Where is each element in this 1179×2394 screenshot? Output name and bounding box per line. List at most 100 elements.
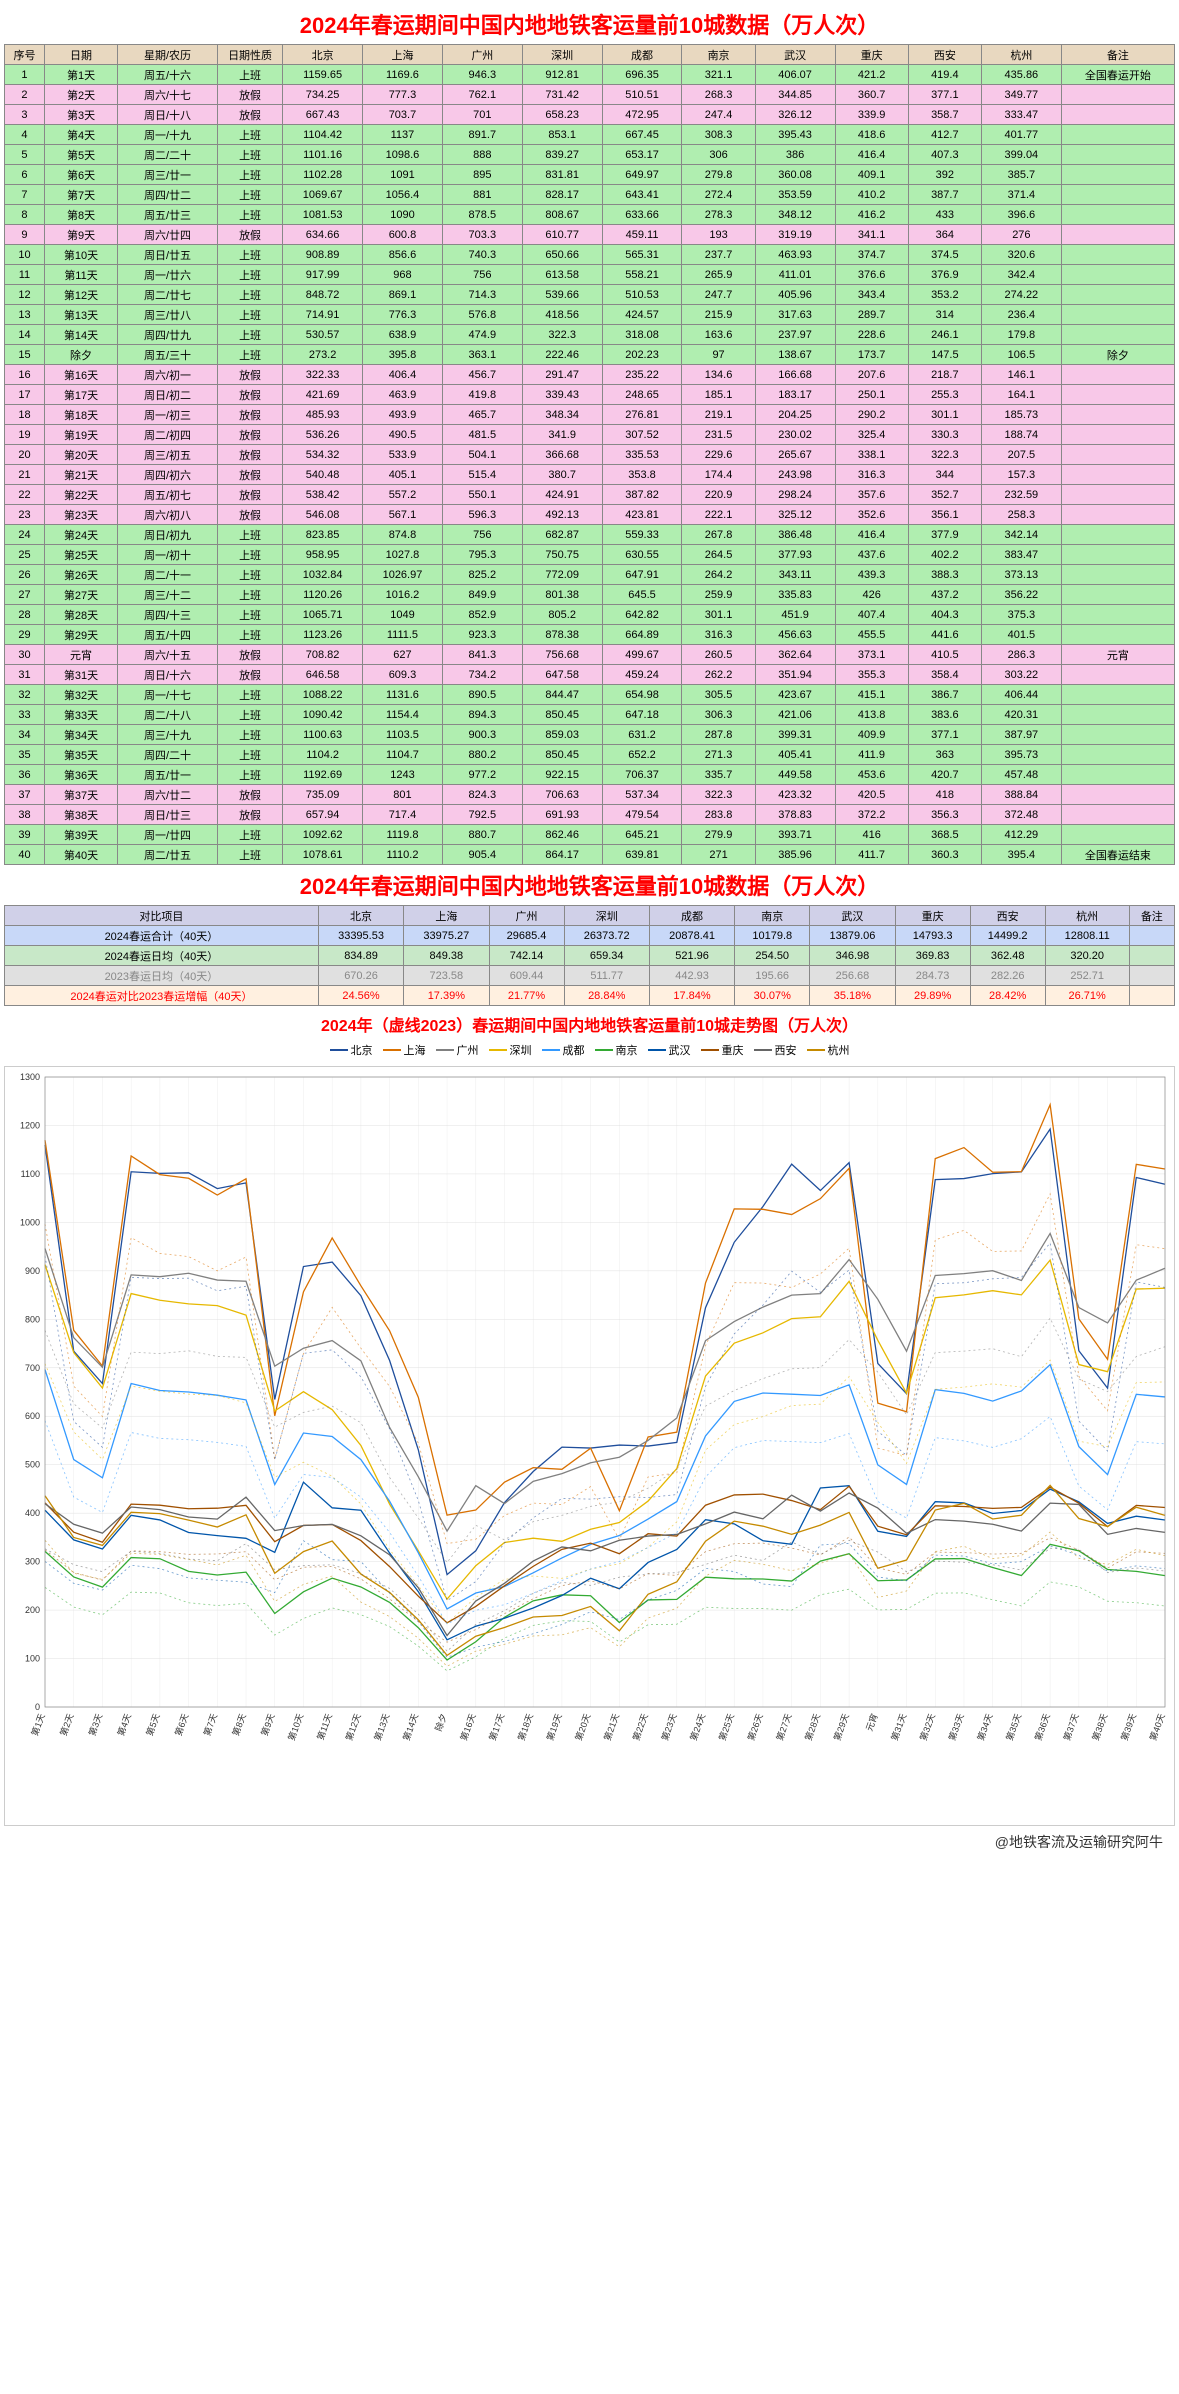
- svg-text:500: 500: [25, 1460, 40, 1470]
- table-cell: 657.94: [283, 805, 363, 825]
- summary-cell: [1129, 946, 1174, 966]
- summary-cell: 26.71%: [1045, 986, 1129, 1006]
- svg-text:第16天: 第16天: [458, 1712, 478, 1742]
- summary-cell: 35.18%: [810, 986, 895, 1006]
- table-cell: 除夕: [44, 345, 117, 365]
- table-cell: 536.26: [283, 425, 363, 445]
- svg-text:第11天: 第11天: [314, 1712, 334, 1741]
- summary-col-header: 深圳: [564, 906, 649, 926]
- summary-label: 2024春运日均（40天）: [5, 946, 319, 966]
- table-cell: 714.3: [442, 285, 522, 305]
- table-cell: 放假: [217, 645, 282, 665]
- table-cell: 831.81: [522, 165, 602, 185]
- table-cell: 周五/廿三: [118, 205, 218, 225]
- table-cell: 387.97: [981, 725, 1061, 745]
- table-cell: 上班: [217, 325, 282, 345]
- table-cell: [1061, 245, 1174, 265]
- table-cell: 228.6: [835, 325, 908, 345]
- table-cell: 977.2: [442, 765, 522, 785]
- table-cell: 9: [5, 225, 45, 245]
- table-cell: 1104.42: [283, 125, 363, 145]
- summary-cell: 252.71: [1045, 966, 1129, 986]
- table-row: 26第26天周二/十一上班1032.841026.97825.2772.0964…: [5, 565, 1175, 585]
- table-cell: 366.68: [522, 445, 602, 465]
- svg-text:第27天: 第27天: [774, 1712, 794, 1742]
- table-cell: 420.31: [981, 705, 1061, 725]
- table-cell: 第8天: [44, 205, 117, 225]
- summary-cell: 20878.41: [649, 926, 734, 946]
- table-cell: [1061, 705, 1174, 725]
- table-cell: 530.57: [283, 325, 363, 345]
- table-cell: 762.1: [442, 85, 522, 105]
- table-cell: 701: [442, 105, 522, 125]
- table-cell: 413.8: [835, 705, 908, 725]
- svg-text:第40天: 第40天: [1147, 1712, 1167, 1742]
- table-cell: 393.71: [755, 825, 835, 845]
- table-cell: 上班: [217, 825, 282, 845]
- table-cell: 421.2: [835, 65, 908, 85]
- table-cell: 463.93: [755, 245, 835, 265]
- table-cell: 第28天: [44, 605, 117, 625]
- table-cell: 633.66: [602, 205, 682, 225]
- svg-text:第19天: 第19天: [544, 1712, 564, 1742]
- svg-text:600: 600: [25, 1411, 40, 1421]
- table-row: 18第18天周一/初三放假485.93493.9465.7348.34276.8…: [5, 405, 1175, 425]
- table-cell: 放假: [217, 385, 282, 405]
- summary-cell: 14499.2: [970, 926, 1045, 946]
- table-cell: 周三/十二: [118, 585, 218, 605]
- table-cell: 888: [442, 145, 522, 165]
- table-row: 5第5天周二/二十上班1101.161098.6888839.27653.173…: [5, 145, 1175, 165]
- table-cell: 上班: [217, 685, 282, 705]
- table-cell: 348.34: [522, 405, 602, 425]
- table-cell: 周四/初六: [118, 465, 218, 485]
- table-cell: 34: [5, 725, 45, 745]
- table-cell: 667.43: [283, 105, 363, 125]
- summary-cell: 442.93: [649, 966, 734, 986]
- svg-text:第17天: 第17天: [486, 1712, 506, 1742]
- table-cell: 第31天: [44, 665, 117, 685]
- table-cell: 279.9: [682, 825, 755, 845]
- table-cell: 8: [5, 205, 45, 225]
- table-cell: 周五/初七: [118, 485, 218, 505]
- table-cell: 放假: [217, 485, 282, 505]
- table-cell: 179.8: [981, 325, 1061, 345]
- table-cell: 15: [5, 345, 45, 365]
- main-title-2: 2024年春运期间中国内地地铁客运量前10城数据（万人次）: [4, 869, 1175, 901]
- table-cell: [1061, 385, 1174, 405]
- table-cell: 全国春运结束: [1061, 845, 1174, 865]
- table-cell: 647.91: [602, 565, 682, 585]
- main-col-header: 深圳: [522, 45, 602, 65]
- table-cell: 237.97: [755, 325, 835, 345]
- table-cell: 418.6: [835, 125, 908, 145]
- table-cell: 放假: [217, 105, 282, 125]
- table-cell: 533.9: [363, 445, 443, 465]
- table-cell: 1069.67: [283, 185, 363, 205]
- table-cell: 283.8: [682, 805, 755, 825]
- svg-text:第8天: 第8天: [230, 1712, 248, 1737]
- summary-cell: 282.26: [970, 966, 1045, 986]
- table-cell: 18: [5, 405, 45, 425]
- table-row: 13第13天周三/廿八上班714.91776.3576.8418.56424.5…: [5, 305, 1175, 325]
- table-cell: 801.38: [522, 585, 602, 605]
- table-cell: [1061, 445, 1174, 465]
- table-cell: 291.47: [522, 365, 602, 385]
- table-cell: [1061, 365, 1174, 385]
- table-cell: 325.12: [755, 505, 835, 525]
- table-cell: [1061, 545, 1174, 565]
- table-cell: 415.1: [835, 685, 908, 705]
- table-cell: 353.59: [755, 185, 835, 205]
- summary-col-header: 重庆: [895, 906, 970, 926]
- table-cell: 355.3: [835, 665, 908, 685]
- svg-text:第28天: 第28天: [802, 1712, 822, 1742]
- table-cell: 147.5: [908, 345, 981, 365]
- table-cell: 322.3: [682, 785, 755, 805]
- table-cell: 放假: [217, 505, 282, 525]
- table-cell: 658.23: [522, 105, 602, 125]
- table-cell: [1061, 405, 1174, 425]
- table-cell: 805.2: [522, 605, 602, 625]
- table-cell: 493.9: [363, 405, 443, 425]
- table-cell: 周二/初四: [118, 425, 218, 445]
- table-cell: 周二/廿七: [118, 285, 218, 305]
- table-cell: 776.3: [363, 305, 443, 325]
- table-cell: 周六/十五: [118, 645, 218, 665]
